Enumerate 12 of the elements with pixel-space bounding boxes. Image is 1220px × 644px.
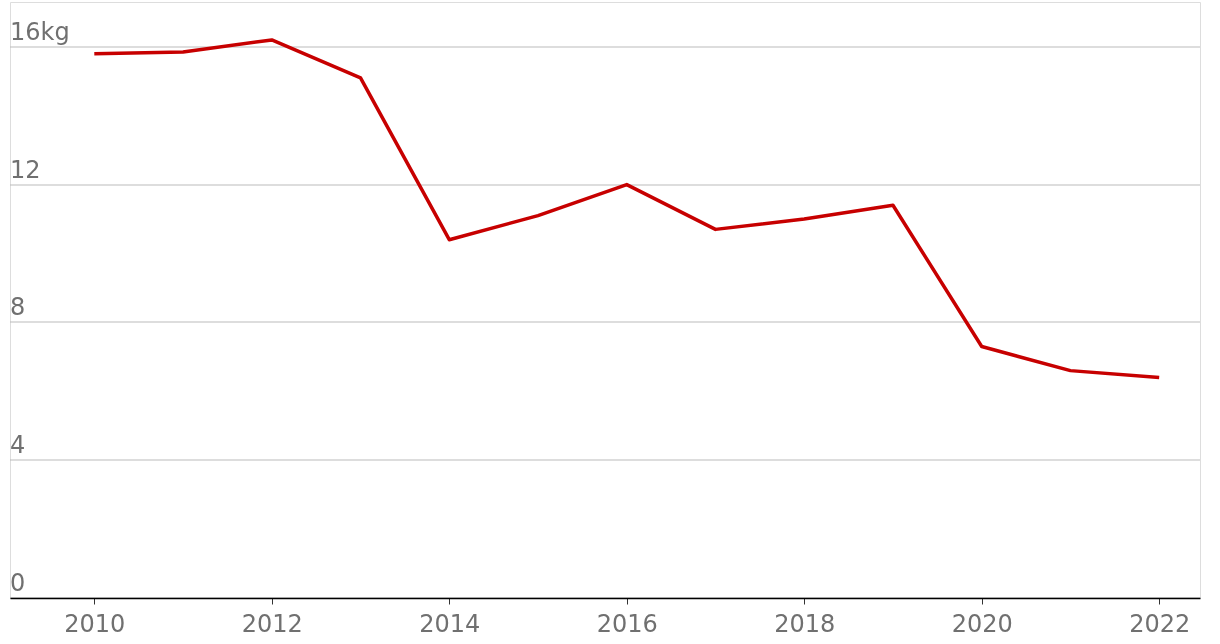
x-tick-label: 2018 [774,609,836,638]
y-tick-label: 12 [10,155,41,184]
y-tick-label: 0 [10,569,26,597]
x-tick-label: 2010 [64,609,126,638]
x-tick-label: 2020 [951,609,1013,638]
y-tick-label: 16kg [10,17,70,46]
x-tick-label: 2016 [596,609,658,638]
y-tick-label: 4 [10,431,26,460]
x-tick-label: 2022 [1129,609,1191,638]
x-tick-label: 2014 [419,609,481,638]
y-tick-label: 8 [10,293,26,322]
x-tick-label: 2012 [241,609,303,638]
